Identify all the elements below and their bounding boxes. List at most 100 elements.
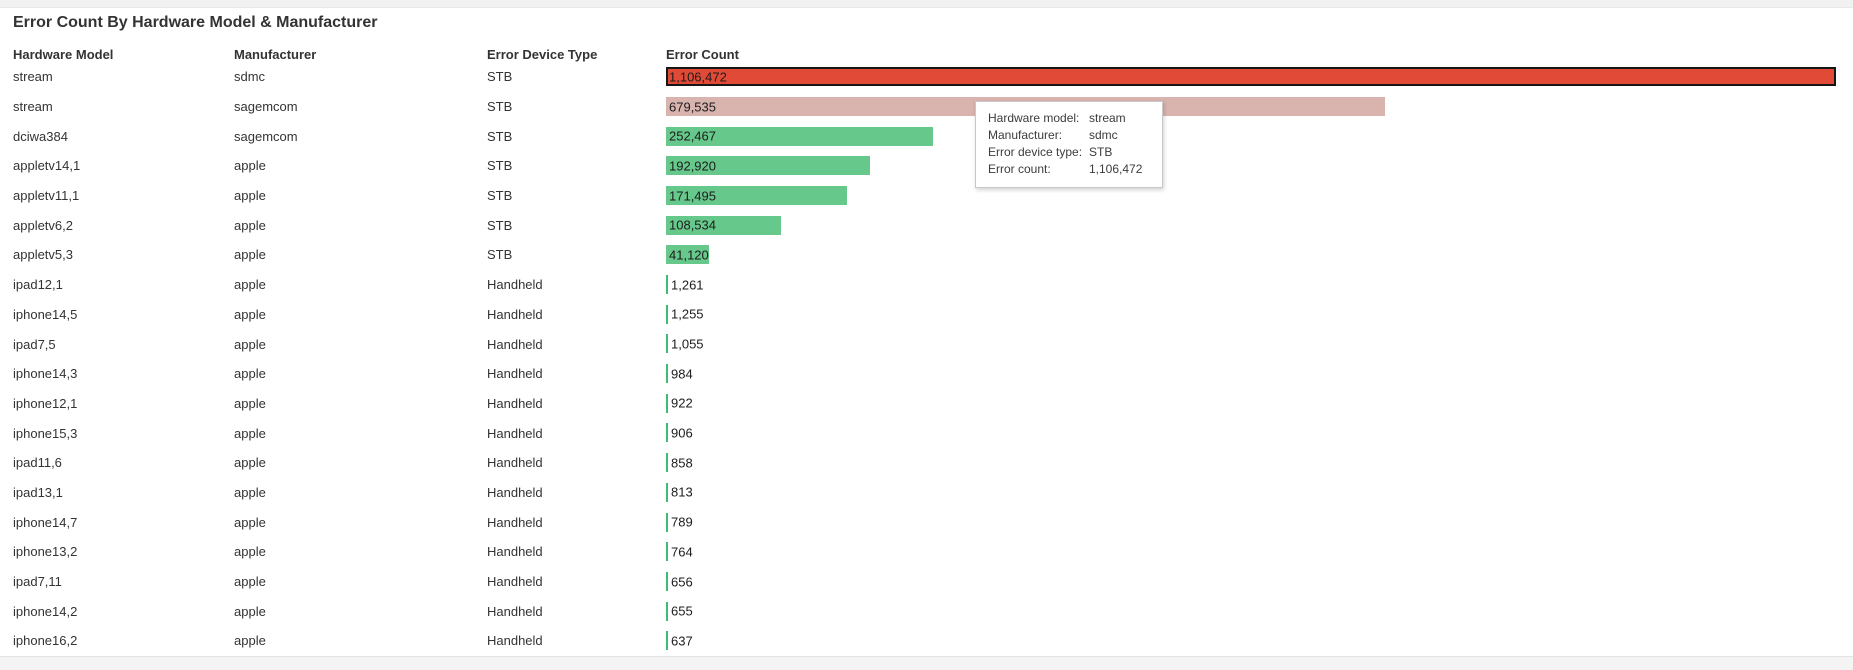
error-count-bar-cell: 637 xyxy=(666,626,1847,656)
table-row[interactable]: iphone15,3 apple Handheld 906 xyxy=(13,418,1847,448)
error-count-bar[interactable] xyxy=(666,601,668,621)
manufacturer-cell: apple xyxy=(234,603,266,619)
hardware-model-cell: ipad7,5 xyxy=(13,336,56,352)
error-count-bar[interactable] xyxy=(666,304,668,324)
table-row[interactable]: ipad13,1 apple Handheld 813 xyxy=(13,478,1847,508)
hardware-model-cell: iphone14,7 xyxy=(13,514,78,530)
manufacturer-cell: apple xyxy=(234,247,266,263)
table-row[interactable]: iphone14,7 apple Handheld 789 xyxy=(13,507,1847,537)
table-row[interactable]: iphone12,1 apple Handheld 922 xyxy=(13,389,1847,419)
hardware-model-cell: appletv6,2 xyxy=(13,217,73,233)
tooltip-label-hardware-model: Hardware model: xyxy=(988,111,1080,125)
page-top-margin xyxy=(0,0,1853,8)
error-device-type-cell: Handheld xyxy=(487,306,543,322)
table-row[interactable]: appletv11,1 apple STB 171,495 xyxy=(13,181,1847,211)
error-count-bar[interactable] xyxy=(666,512,668,532)
error-count-bar[interactable] xyxy=(666,423,668,443)
hardware-model-cell: stream xyxy=(13,69,53,85)
manufacturer-cell: apple xyxy=(234,455,266,471)
tooltip-row: Manufacturer: sdmc xyxy=(988,127,1150,144)
hardware-model-cell: iphone16,2 xyxy=(13,633,78,649)
hardware-model-cell: iphone12,1 xyxy=(13,395,78,411)
error-count-bar[interactable] xyxy=(666,185,848,205)
table-row[interactable]: stream sdmc STB 1,106,472 xyxy=(13,62,1847,92)
error-count-bar[interactable] xyxy=(666,156,870,176)
page-bottom-margin xyxy=(0,656,1853,670)
error-count-bar-cell: 858 xyxy=(666,448,1847,478)
hardware-model-cell: iphone15,3 xyxy=(13,425,78,441)
error-device-type-cell: Handheld xyxy=(487,574,543,590)
error-count-bar-cell: 1,055 xyxy=(666,329,1847,359)
table-row[interactable]: ipad12,1 apple Handheld 1,261 xyxy=(13,270,1847,300)
error-device-type-cell: STB xyxy=(487,158,513,174)
error-device-type-cell: Handheld xyxy=(487,514,543,530)
error-count-bar-cell: 1,261 xyxy=(666,270,1847,300)
table-row[interactable]: iphone14,2 apple Handheld 655 xyxy=(13,596,1847,626)
table-row[interactable]: iphone14,5 apple Handheld 1,255 xyxy=(13,300,1847,330)
manufacturer-cell: apple xyxy=(234,484,266,500)
error-count-value: 858 xyxy=(671,455,693,471)
error-count-value: 656 xyxy=(671,574,693,590)
error-device-type-cell: Handheld xyxy=(487,544,543,560)
table-row[interactable]: iphone13,2 apple Handheld 764 xyxy=(13,537,1847,567)
error-device-type-cell: Handheld xyxy=(487,277,543,293)
error-count-value: 764 xyxy=(671,544,693,560)
table-row[interactable]: ipad11,6 apple Handheld 858 xyxy=(13,448,1847,478)
table-row[interactable]: appletv14,1 apple STB 192,920 xyxy=(13,151,1847,181)
error-count-bar[interactable] xyxy=(666,571,668,591)
error-device-type-cell: Handheld xyxy=(487,425,543,441)
error-count-bar[interactable] xyxy=(666,67,1836,87)
error-count-value: 41,120 xyxy=(669,247,709,263)
manufacturer-cell: apple xyxy=(234,158,266,174)
table-row[interactable]: ipad7,11 apple Handheld 656 xyxy=(13,567,1847,597)
hardware-model-cell: ipad13,1 xyxy=(13,484,63,500)
error-count-value: 1,106,472 xyxy=(669,69,727,85)
error-count-bar[interactable] xyxy=(666,393,668,413)
tooltip-row: Error device type: STB xyxy=(988,144,1150,161)
error-count-bar[interactable] xyxy=(666,482,668,502)
manufacturer-cell: sagemcom xyxy=(234,128,298,144)
error-count-bar-cell: 906 xyxy=(666,418,1847,448)
manufacturer-cell: apple xyxy=(234,188,266,204)
error-count-bar[interactable] xyxy=(666,245,710,265)
error-count-bar[interactable] xyxy=(666,275,668,294)
error-count-bar[interactable] xyxy=(666,215,781,235)
hardware-model-cell: appletv14,1 xyxy=(13,158,81,174)
table-row[interactable]: iphone14,3 apple Handheld 984 xyxy=(13,359,1847,389)
panel-title: Error Count By Hardware Model & Manufact… xyxy=(13,14,378,31)
error-count-bar[interactable] xyxy=(666,453,668,473)
table-row[interactable]: dciwa384 sagemcom STB 252,467 xyxy=(13,121,1847,151)
error-count-bar[interactable] xyxy=(666,631,668,651)
error-count-bar[interactable] xyxy=(666,542,668,562)
manufacturer-cell: apple xyxy=(234,574,266,590)
table-row[interactable]: appletv5,3 apple STB 41,120 xyxy=(13,240,1847,270)
tooltip-row: Hardware model: stream xyxy=(988,110,1150,127)
manufacturer-cell: sdmc xyxy=(234,69,266,85)
error-count-value: 1,255 xyxy=(671,306,704,322)
table-row[interactable]: stream sagemcom STB 679,535 xyxy=(13,92,1847,122)
error-count-bar[interactable] xyxy=(666,364,668,384)
error-count-bar[interactable] xyxy=(666,126,933,146)
column-header-manufacturer: Manufacturer xyxy=(234,47,317,62)
tooltip-label-manufacturer: Manufacturer: xyxy=(988,128,1063,142)
error-device-type-cell: STB xyxy=(487,69,513,85)
error-count-bar-cell: 764 xyxy=(666,537,1847,567)
table-row[interactable]: ipad7,5 apple Handheld 1,055 xyxy=(13,329,1847,359)
error-count-value: 679,535 xyxy=(669,99,716,115)
error-count-bar-cell: 922 xyxy=(666,389,1847,419)
table-body: stream sdmc STB 1,106,472 stream sagemcom STB 6… xyxy=(13,62,1847,656)
column-header-error-device-type: Error Device Type xyxy=(487,47,598,62)
error-count-value: 192,920 xyxy=(669,158,716,174)
error-count-bar[interactable] xyxy=(666,334,668,354)
error-device-type-cell: Handheld xyxy=(487,484,543,500)
error-count-bar-cell: 192,920 xyxy=(666,151,1847,181)
error-device-type-cell: Handheld xyxy=(487,633,543,649)
table-row[interactable]: iphone16,2 apple Handheld 637 xyxy=(13,626,1847,656)
error-count-bar-cell: 1,106,472 xyxy=(666,62,1847,92)
hardware-model-cell: dciwa384 xyxy=(13,128,68,144)
tooltip-value-error-device-type: STB xyxy=(1089,145,1113,159)
manufacturer-cell: apple xyxy=(234,217,266,233)
manufacturer-cell: apple xyxy=(234,306,266,322)
table-row[interactable]: appletv6,2 apple STB 108,534 xyxy=(13,210,1847,240)
error-count-value: 922 xyxy=(671,395,693,411)
